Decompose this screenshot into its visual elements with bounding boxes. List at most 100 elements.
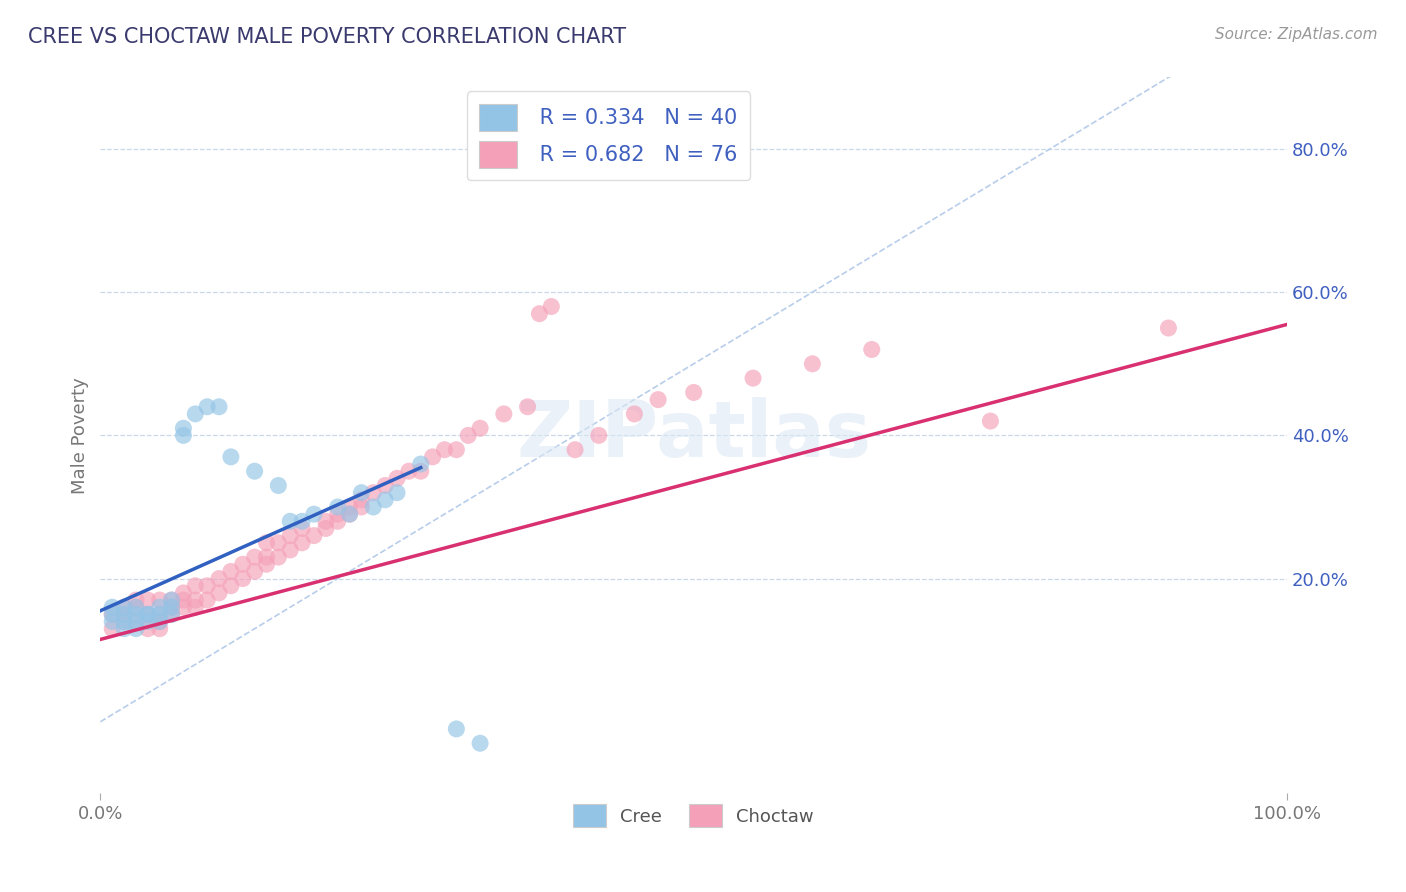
Point: [195, 593, 218, 607]
Point: [256, 558, 278, 572]
Point: [647, 392, 669, 407]
Legend: Cree, Choctaw: Cree, Choctaw: [567, 797, 821, 834]
Point: [172, 586, 194, 600]
Point: [232, 572, 254, 586]
Point: [160, 600, 183, 615]
Point: [172, 600, 194, 615]
Point: [219, 579, 242, 593]
Point: [243, 565, 266, 579]
Point: [112, 607, 135, 622]
Point: [208, 572, 231, 586]
Point: [195, 579, 218, 593]
Point: [112, 600, 135, 615]
Point: [339, 507, 361, 521]
Point: [278, 514, 301, 528]
Point: [208, 400, 231, 414]
Point: [291, 535, 314, 549]
Point: [516, 400, 538, 414]
Point: [160, 593, 183, 607]
Point: [136, 607, 159, 622]
Point: [112, 622, 135, 636]
Point: [208, 586, 231, 600]
Point: [742, 371, 765, 385]
Point: [136, 607, 159, 622]
Point: [315, 521, 337, 535]
Point: [184, 600, 207, 615]
Point: [112, 600, 135, 615]
Point: [801, 357, 824, 371]
Point: [302, 507, 325, 521]
Point: [350, 485, 373, 500]
Point: [149, 615, 172, 629]
Point: [125, 593, 148, 607]
Point: [315, 514, 337, 528]
Point: [374, 478, 396, 492]
Point: [195, 400, 218, 414]
Text: ZIPatlas: ZIPatlas: [516, 398, 872, 474]
Point: [267, 550, 290, 565]
Point: [468, 421, 491, 435]
Point: [433, 442, 456, 457]
Point: [184, 407, 207, 421]
Point: [398, 464, 420, 478]
Point: [564, 442, 586, 457]
Point: [136, 607, 159, 622]
Point: [291, 514, 314, 528]
Point: [136, 593, 159, 607]
Point: [385, 471, 408, 485]
Point: [125, 622, 148, 636]
Point: [232, 558, 254, 572]
Point: [1157, 321, 1180, 335]
Point: [125, 615, 148, 629]
Point: [184, 593, 207, 607]
Point: [160, 607, 183, 622]
Y-axis label: Male Poverty: Male Poverty: [72, 377, 89, 494]
Point: [256, 550, 278, 565]
Point: [101, 600, 124, 615]
Point: [172, 593, 194, 607]
Point: [409, 457, 432, 471]
Point: [101, 622, 124, 636]
Point: [339, 500, 361, 514]
Point: [326, 507, 349, 521]
Point: [125, 600, 148, 615]
Point: [446, 722, 468, 736]
Point: [112, 615, 135, 629]
Point: [112, 607, 135, 622]
Point: [540, 300, 562, 314]
Point: [160, 593, 183, 607]
Point: [160, 600, 183, 615]
Point: [243, 550, 266, 565]
Point: [363, 485, 385, 500]
Point: [302, 528, 325, 542]
Point: [172, 421, 194, 435]
Point: [385, 485, 408, 500]
Point: [149, 622, 172, 636]
Point: [278, 543, 301, 558]
Point: [101, 607, 124, 622]
Point: [326, 514, 349, 528]
Point: [267, 535, 290, 549]
Point: [860, 343, 883, 357]
Point: [149, 600, 172, 615]
Point: [339, 507, 361, 521]
Point: [160, 607, 183, 622]
Point: [446, 442, 468, 457]
Point: [374, 492, 396, 507]
Point: [326, 500, 349, 514]
Point: [136, 622, 159, 636]
Point: [492, 407, 515, 421]
Point: [682, 385, 704, 400]
Point: [278, 528, 301, 542]
Point: [256, 535, 278, 549]
Point: [350, 500, 373, 514]
Point: [457, 428, 479, 442]
Point: [149, 607, 172, 622]
Point: [149, 593, 172, 607]
Point: [623, 407, 645, 421]
Text: CREE VS CHOCTAW MALE POVERTY CORRELATION CHART: CREE VS CHOCTAW MALE POVERTY CORRELATION…: [28, 27, 626, 46]
Point: [125, 607, 148, 622]
Point: [350, 492, 373, 507]
Point: [219, 565, 242, 579]
Point: [125, 615, 148, 629]
